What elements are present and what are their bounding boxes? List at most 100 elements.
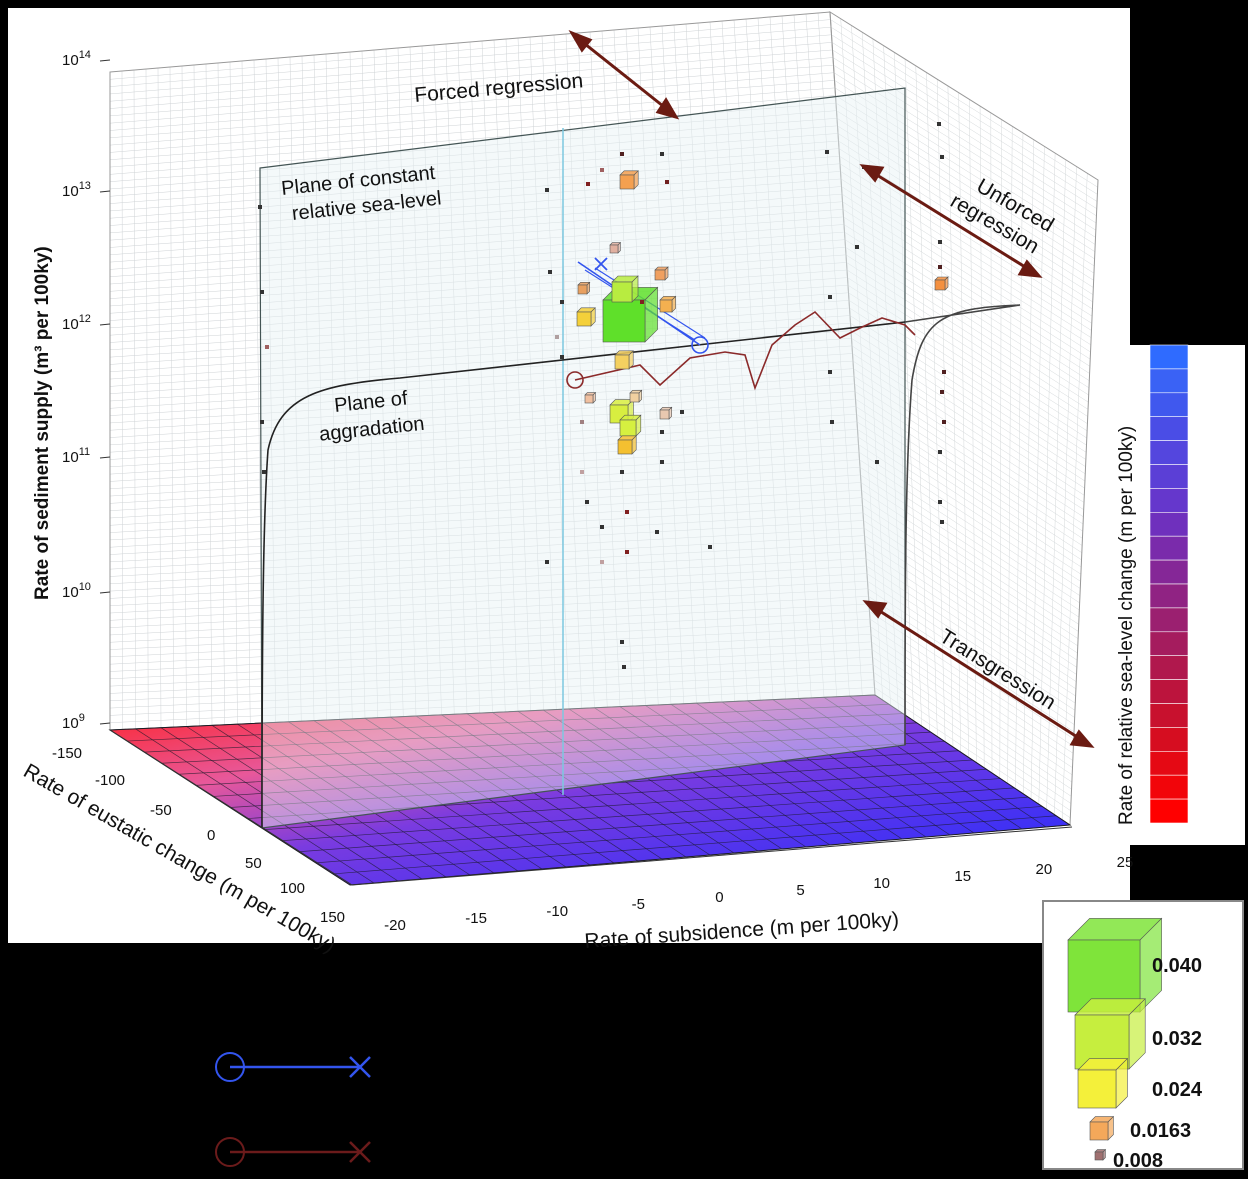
colorbar-swatch [1149, 535, 1189, 561]
z-tick-label: 1010 [62, 581, 91, 601]
cube-marker [629, 389, 643, 403]
dot-marker [655, 530, 659, 534]
cube-marker [619, 170, 639, 190]
brown-path-start [566, 371, 584, 389]
colorbar-swatch [1149, 703, 1189, 728]
x-tick-label: -5 [632, 896, 645, 913]
z-tick-label: 1011 [62, 446, 90, 466]
dot-marker [938, 450, 942, 454]
x-tick-label: 20 [1036, 861, 1053, 878]
dot-marker [600, 525, 604, 529]
dot-marker [940, 390, 944, 394]
size-legend-label: 0.008 [1113, 1150, 1163, 1172]
colorbar-swatch [1149, 488, 1189, 513]
colorbar-swatch [1149, 631, 1189, 656]
dot-marker [548, 270, 552, 274]
colorbar-swatch [1149, 559, 1189, 585]
dot-marker [940, 520, 944, 524]
dot-marker [620, 640, 624, 644]
z-tick-label: 1014 [62, 49, 91, 69]
annotation-forced-regression: Forced regression [413, 69, 584, 107]
dot-marker [708, 545, 712, 549]
dot-marker [640, 300, 644, 304]
dot-marker [580, 470, 584, 474]
colorbar-swatch [1149, 607, 1189, 633]
y-tick-label: 50 [245, 855, 262, 872]
cube-marker [934, 276, 949, 291]
dot-marker [545, 188, 549, 192]
z-tick-label: 1012 [62, 313, 91, 333]
x-tick-label: -10 [546, 903, 568, 920]
y-axis-ticks: -150 -100 -50 0 50 100 150 [52, 729, 353, 926]
x-axis-ticks: -20 -15 -10 -5 0 5 10 15 20 25 [351, 826, 1134, 934]
cube-marker [614, 350, 634, 370]
colorbar-swatch [1149, 774, 1189, 800]
cube-marker [617, 435, 637, 455]
dot-marker [560, 355, 564, 359]
cube-marker [611, 275, 639, 303]
x-tick-label: 5 [796, 882, 804, 899]
x-tick-label: 10 [873, 875, 890, 892]
x-tick-label: 0 [715, 889, 723, 906]
dot-marker [937, 122, 941, 126]
colorbar-swatch [1149, 440, 1189, 465]
dot-marker [622, 665, 626, 669]
size-legend-label: 0.024 [1152, 1079, 1203, 1101]
dot-marker [938, 265, 942, 269]
cube-marker [659, 295, 677, 313]
dot-marker [586, 182, 590, 186]
annotation-arrows [568, 30, 1095, 748]
cube-marker [584, 391, 597, 404]
size-legend: 0.040 0.032 0.024 0.0163 0.008 [1067, 917, 1203, 1172]
dot-marker [555, 335, 559, 339]
dot-marker [942, 370, 946, 374]
aggradation-curve-right [904, 304, 1021, 746]
dot-marker [938, 500, 942, 504]
path-legend-brown [215, 1137, 371, 1167]
colorbar-swatch [1149, 464, 1189, 489]
colorbar-swatch [1149, 679, 1189, 704]
dot-marker [620, 470, 624, 474]
dot-marker [585, 500, 589, 504]
colorbar [1149, 344, 1189, 824]
floor-surface [108, 694, 1072, 886]
path-legend-blue [215, 1052, 371, 1082]
dot-marker [265, 345, 269, 349]
colorbar-label: Rate of relative sea-level change (m per… [1116, 426, 1137, 825]
dot-marker [940, 155, 944, 159]
dot-marker [942, 420, 946, 424]
annotation-unforced-regression: Unforced regression [947, 167, 1063, 262]
dot-marker [620, 152, 624, 156]
cube-marker [577, 281, 591, 295]
x-tick-label: -20 [384, 917, 406, 934]
y-tick-label: 0 [207, 827, 215, 844]
annotation-transgression: Transgression [935, 625, 1059, 715]
dot-marker [855, 245, 859, 249]
cube-marker [609, 241, 622, 254]
dot-marker [825, 150, 829, 154]
dot-marker [660, 430, 664, 434]
aggradation-curve-left [261, 321, 906, 829]
floor-grid [109, 694, 1071, 886]
x-tick-label: -15 [465, 910, 487, 927]
cube-marker [659, 406, 673, 420]
dot-marker [830, 420, 834, 424]
colorbar-swatch [1149, 344, 1189, 370]
dot-marker [260, 420, 264, 424]
size-legend-cube [1094, 1148, 1107, 1161]
size-legend-label: 0.032 [1152, 1028, 1202, 1050]
colorbar-swatch [1149, 655, 1189, 680]
y-tick-label: 150 [320, 909, 345, 926]
y-tick-label: 100 [280, 880, 305, 897]
dot-marker [262, 470, 266, 474]
dot-marker [258, 205, 262, 209]
x-tick-label: 25 [1117, 854, 1134, 871]
z-axis-label: Rate of sediment supply (m³ per 100ky) [32, 246, 53, 600]
dot-marker [680, 410, 684, 414]
dot-marker [580, 420, 584, 424]
cube-markers [576, 170, 949, 455]
size-legend-cube [1089, 1115, 1115, 1141]
dot-marker [828, 295, 832, 299]
dot-marker [875, 460, 879, 464]
